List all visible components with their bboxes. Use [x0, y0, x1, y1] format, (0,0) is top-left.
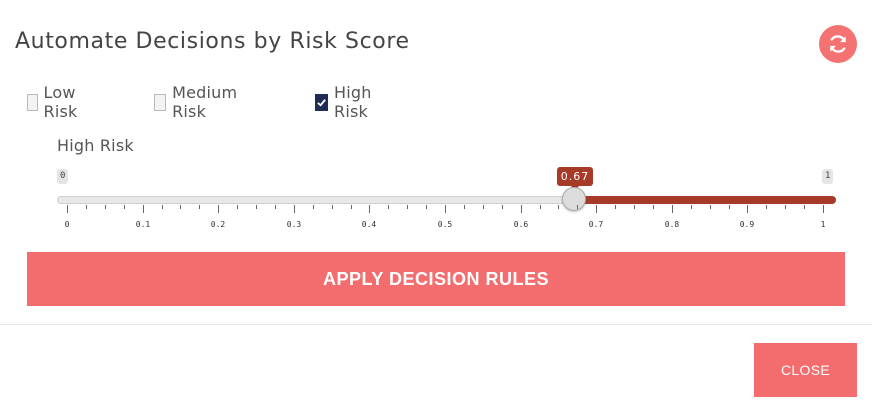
slider-major-tick [747, 205, 748, 213]
low-risk-checkbox[interactable]: Low Risk [27, 83, 84, 121]
slider-major-tick [596, 205, 597, 213]
slider-minor-tick [407, 205, 408, 209]
slider-tick-label: 0.8 [664, 220, 680, 229]
slider-tick-label: 0.1 [135, 220, 151, 229]
slider-tick-label: 0 [64, 220, 70, 229]
slider-min-label: 0 [57, 169, 69, 184]
slider-major-tick [445, 205, 446, 213]
slider-minor-tick [332, 205, 333, 209]
slider-major-tick [369, 205, 370, 213]
slider-minor-tick [558, 205, 559, 209]
slider-minor-tick [256, 205, 257, 209]
slider-fill [573, 196, 836, 204]
medium-risk-checkbox[interactable]: Medium Risk [154, 83, 242, 121]
slider-minor-tick [691, 205, 692, 209]
slider-minor-tick [615, 205, 616, 209]
slider-ticks: 0 0.1 0.2 0.3 0.4 0.5 0.6 0.7 0.8 0.9 1 [0, 205, 872, 235]
refresh-icon [830, 35, 846, 53]
slider-minor-tick [275, 205, 276, 209]
checkmark-icon [317, 98, 326, 107]
slider-minor-tick [86, 205, 87, 209]
slider-minor-tick [540, 205, 541, 209]
slider-minor-tick [502, 205, 503, 209]
slider-major-tick [823, 205, 824, 213]
low-risk-label: Low Risk [43, 83, 78, 121]
slider-tick-label: 0.9 [739, 220, 755, 229]
slider-tick-label: 0.4 [361, 220, 377, 229]
medium-risk-checkbox-box[interactable] [154, 93, 167, 111]
slider-max-label: 1 [822, 169, 834, 184]
slider-major-tick [294, 205, 295, 213]
slider-minor-tick [105, 205, 106, 209]
slider-major-tick [67, 205, 68, 213]
high-risk-checkbox[interactable]: High Risk [315, 83, 376, 121]
slider-minor-tick [199, 205, 200, 209]
high-risk-checkbox-box[interactable] [315, 93, 328, 111]
slider-label: High Risk [57, 136, 134, 155]
slider-tick-label: 0.5 [437, 220, 453, 229]
slider-tick-label: 0.2 [210, 220, 226, 229]
slider-major-tick [672, 205, 673, 213]
slider-minor-tick [710, 205, 711, 209]
slider-minor-tick [426, 205, 427, 209]
slider-minor-tick [785, 205, 786, 209]
slider-tick-label: 0.6 [513, 220, 529, 229]
slider-minor-tick [124, 205, 125, 209]
low-risk-checkbox-box[interactable] [27, 93, 38, 111]
refresh-button[interactable] [819, 25, 857, 63]
dialog-title: Automate Decisions by Risk Score [15, 29, 410, 54]
slider-major-tick [521, 205, 522, 213]
apply-decision-rules-button[interactable]: APPLY DECISION RULES [27, 252, 845, 306]
slider-minor-tick [483, 205, 484, 209]
slider-minor-tick [653, 205, 654, 209]
slider-handle[interactable] [561, 187, 586, 211]
slider-minor-tick [577, 205, 578, 209]
slider-minor-tick [729, 205, 730, 209]
slider-minor-tick [237, 205, 238, 209]
slider-minor-tick [804, 205, 805, 209]
slider-tick-label: 0.3 [286, 220, 302, 229]
slider-tick-label: 1 [820, 220, 826, 229]
slider-tick-label: 0.7 [588, 220, 604, 229]
slider-minor-tick [388, 205, 389, 209]
close-button[interactable]: CLOSE [754, 343, 857, 397]
slider-minor-tick [162, 205, 163, 209]
slider-minor-tick [634, 205, 635, 209]
slider-minor-tick [313, 205, 314, 209]
slider-minor-tick [180, 205, 181, 209]
slider-major-tick [218, 205, 219, 213]
medium-risk-label: Medium Risk [172, 83, 238, 121]
slider-minor-tick [351, 205, 352, 209]
slider-value-label: 0.67 [557, 167, 593, 190]
slider-minor-tick [464, 205, 465, 209]
slider-minor-tick [766, 205, 767, 209]
high-risk-label: High Risk [334, 83, 372, 121]
footer-divider [0, 324, 872, 325]
slider-major-tick [143, 205, 144, 213]
